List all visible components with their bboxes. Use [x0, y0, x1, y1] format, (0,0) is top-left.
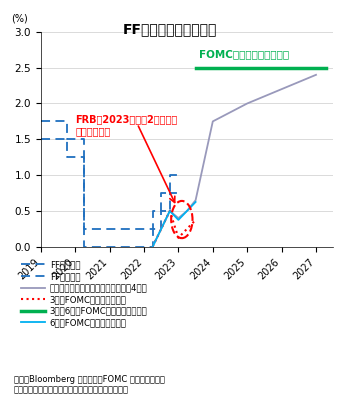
Text: FRBは2023年中に2回程度の
利上げを想定: FRBは2023年中に2回程度の 利上げを想定 — [75, 114, 177, 136]
Text: (%): (%) — [12, 13, 28, 23]
Text: FF金利の推移と見通し: FF金利の推移と見通し — [123, 22, 217, 36]
Text: 出所：Bloomberg のデータ、FOMC の見通し、プラ
イマリーディーラー向け調査をもとに東洋証券作成: 出所：Bloomberg のデータ、FOMC の見通し、プラ イマリーディーラー… — [14, 375, 165, 394]
Legend: FF金利上限, FF金利下限, プライマリーディーラーの見通し（4月）, 3月のFOMC参加者の見通し, 3月と6月のFOMC参加者長期見通し, 6月のFOMC: FF金利上限, FF金利下限, プライマリーディーラーの見通し（4月）, 3月の… — [18, 257, 151, 331]
Text: FOMC参加者の長期見通し: FOMC参加者の長期見通し — [199, 49, 289, 59]
